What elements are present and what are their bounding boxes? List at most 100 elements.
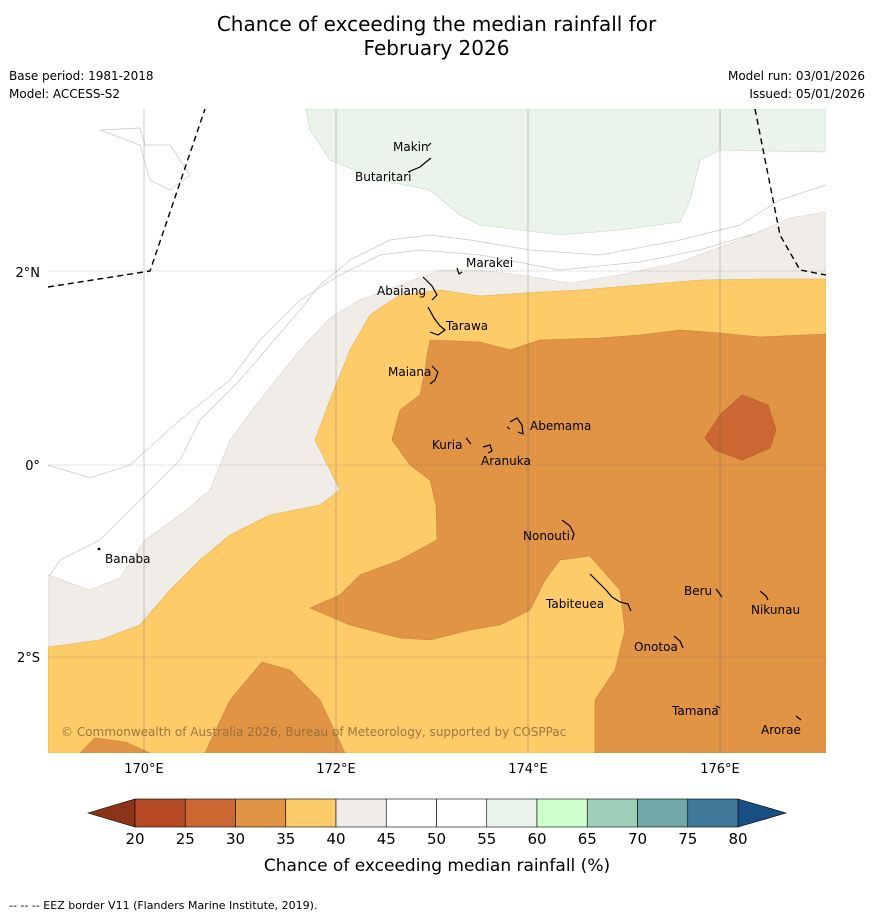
island-shape-nonouti — [561, 519, 575, 541]
footer-note: -- -- -- EEZ border V11 (Flanders Marine… — [9, 899, 318, 912]
colorbar-cell — [436, 798, 488, 828]
colorbar-tick-label: 40 — [326, 830, 345, 848]
title-line-2: February 2026 — [363, 36, 510, 60]
colorbar-cell — [335, 798, 387, 828]
label-tamana: Tamana — [671, 704, 719, 718]
label-kuria: Kuria — [432, 438, 463, 452]
label-aranuka: Aranuka — [481, 454, 531, 468]
colorbar-cell — [586, 798, 638, 828]
lat-label-2n: 2°N — [16, 266, 41, 281]
lat-label-0: 0° — [25, 459, 40, 474]
model-run: Model run: 03/01/2026 — [727, 69, 865, 83]
issued-date: Issued: 05/01/2026 — [749, 87, 865, 101]
label-abemama: Abemama — [530, 419, 591, 433]
lat-axis-labels: 2°N 0° 2°S — [16, 266, 41, 666]
colorbar-cell — [285, 798, 337, 828]
island-shape-kuria — [465, 437, 472, 445]
map-area: Makin Butaritari Marakei Abaiang Tarawa … — [48, 109, 826, 753]
model-name: Model: ACCESS-S2 — [9, 87, 121, 101]
island-shape-tamana — [715, 705, 721, 709]
island-shape-marakei — [456, 267, 463, 275]
island-shape-tabiteuea — [589, 573, 632, 612]
label-makin: Makin — [393, 140, 429, 154]
contour-45-south — [48, 214, 826, 479]
island-shape-arorae — [795, 715, 802, 721]
colorbar-cells — [134, 798, 739, 828]
island-shape-tarawa — [427, 306, 446, 336]
colorbar-tick-label: 50 — [427, 830, 446, 848]
island-shape-maiana — [429, 365, 439, 385]
colorbar-tick-label: 20 — [125, 830, 144, 848]
island-shape-aranuka — [482, 444, 493, 454]
colorbar-tick-label: 25 — [176, 830, 195, 848]
colorbar-cell — [536, 798, 588, 828]
lon-label-170e: 170°E — [124, 762, 164, 777]
island-shape-makin — [427, 142, 432, 147]
island-shape-butaritari — [407, 157, 432, 173]
region-30-35-southwest-blob — [79, 737, 151, 753]
colorbar-tick-label: 45 — [377, 830, 396, 848]
label-tabiteuea: Tabiteuea — [545, 597, 604, 611]
gridlines — [48, 109, 826, 753]
colorbar-ticks: 20 25 30 35 40 45 50 55 60 65 70 75 80 — [125, 830, 747, 848]
island-shape-abemama — [509, 417, 524, 435]
colorbar-tick-label: 30 — [226, 830, 245, 848]
meta-right: Model run: 03/01/2026 Issued: 05/01/2026 — [728, 67, 865, 103]
colorbar-tick-label: 70 — [628, 830, 647, 848]
colorbar-tick-label: 35 — [276, 830, 295, 848]
colorbar-label: Chance of exceeding median rainfall (%) — [264, 856, 610, 876]
colorbar-tick-label: 75 — [678, 830, 697, 848]
label-nikunau: Nikunau — [751, 603, 800, 617]
colorbar-cell — [134, 798, 186, 828]
colorbar-tick-label: 55 — [477, 830, 496, 848]
lon-axis-labels: 170°E 172°E 174°E 176°E — [124, 762, 740, 777]
label-onotoa: Onotoa — [634, 640, 678, 654]
colorbar-tick-label: 65 — [578, 830, 597, 848]
label-banaba: Banaba — [105, 552, 151, 566]
colorbar-cell — [637, 798, 689, 828]
label-tarawa: Tarawa — [445, 319, 488, 333]
colorbar-cell — [385, 798, 437, 828]
island-shape-nikunau — [759, 590, 769, 601]
title-line-1: Chance of exceeding the median rainfall … — [216, 12, 657, 36]
colorbar-cell — [184, 798, 236, 828]
colorbar-cell — [687, 798, 739, 828]
label-arorae: Arorae — [761, 723, 801, 737]
colorbar-tick-label: 60 — [527, 830, 546, 848]
chart-title: Chance of exceeding the median rainfall … — [0, 12, 873, 60]
region-25-30 — [704, 394, 777, 461]
lon-label-172e: 172°E — [316, 762, 356, 777]
copyright-notice: © Commonwealth of Australia 2026, Bureau… — [61, 725, 566, 739]
colorbar-cell — [235, 798, 287, 828]
label-maiana: Maiana — [388, 365, 431, 379]
island-outlines — [97, 142, 802, 721]
island-shape-onotoa — [673, 635, 684, 649]
lat-label-2s: 2°S — [17, 651, 40, 666]
label-abaiang: Abaiang — [377, 284, 426, 298]
colorbar-under-arrow — [86, 798, 136, 828]
eez-border — [48, 109, 826, 288]
region-55-60-west-blob — [305, 109, 721, 236]
base-period: Base period: 1981-2018 — [9, 69, 154, 83]
island-shape-beru — [715, 588, 723, 598]
colorbar-tick-label: 80 — [728, 830, 747, 848]
region-30-35-south-blob — [204, 661, 346, 753]
island-shape-banaba — [97, 547, 101, 551]
island-shape-abaiang — [422, 276, 438, 301]
label-butaritari: Butaritari — [355, 170, 412, 184]
lon-label-176e: 176°E — [700, 762, 740, 777]
label-beru: Beru — [684, 584, 712, 598]
colorbar-over-arrow — [737, 798, 788, 828]
region-30-35-main — [309, 329, 826, 753]
island-labels: Makin Butaritari Marakei Abaiang Tarawa … — [105, 140, 801, 737]
meta-left: Base period: 1981-2018 Model: ACCESS-S2 — [9, 67, 154, 103]
lon-label-174e: 174°E — [508, 762, 548, 777]
colorbar: 20 25 30 35 40 45 50 55 60 65 70 75 80 Chance of exc… — [86, 798, 788, 876]
contour-45-outline — [99, 127, 191, 191]
contour-45-west — [48, 184, 826, 579]
label-nonouti: Nonouti — [523, 529, 570, 543]
label-marakei: Marakei — [466, 256, 513, 270]
island-shape-abemama-islet — [506, 426, 511, 430]
colorbar-cell — [486, 798, 538, 828]
